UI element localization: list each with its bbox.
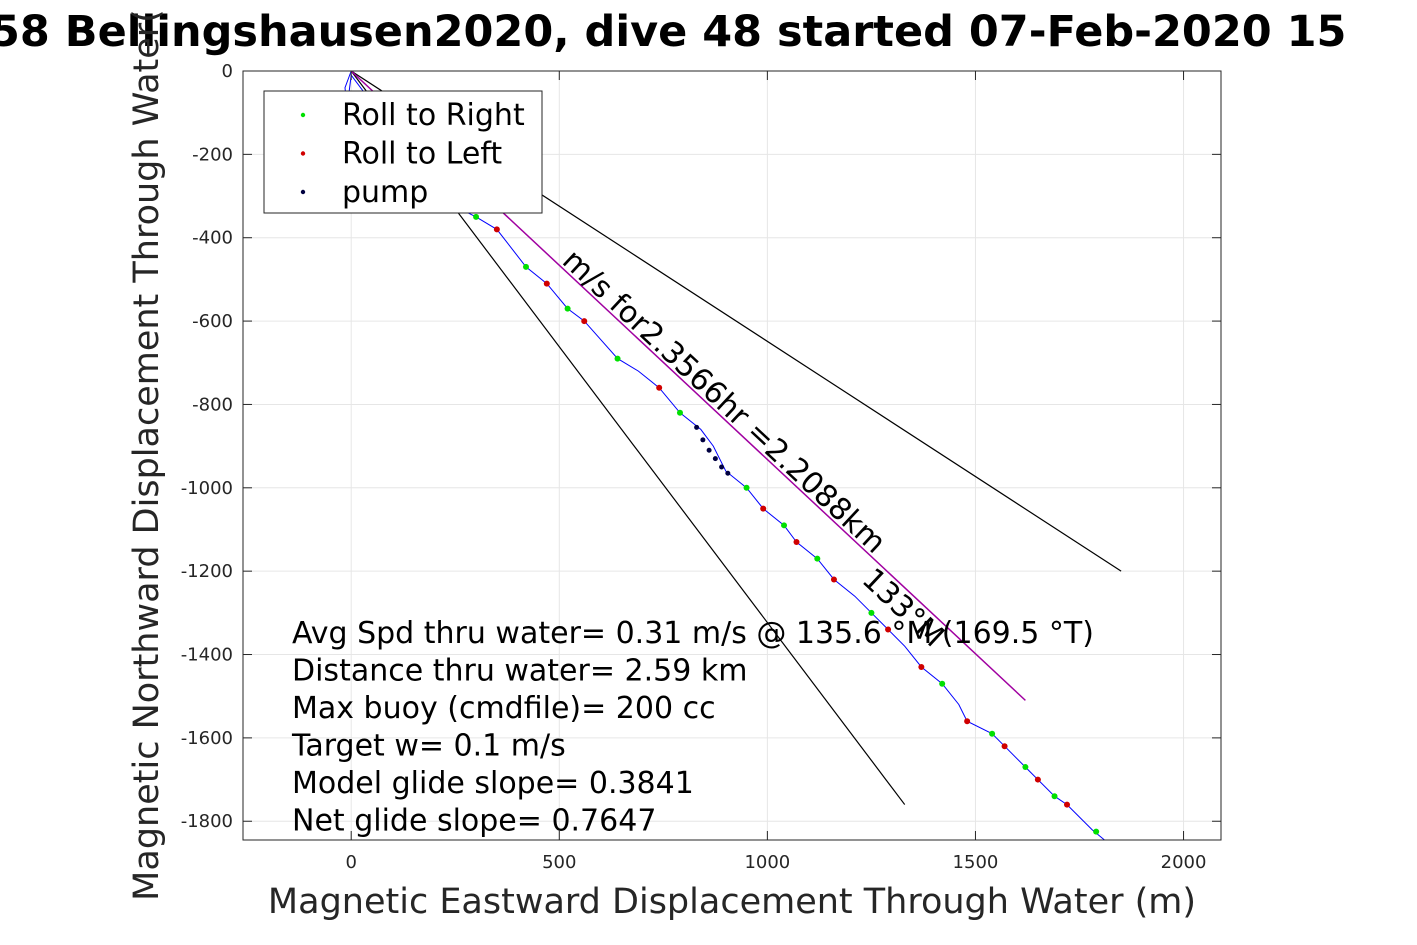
stat-line: Model glide slope= 0.3841 — [292, 766, 694, 801]
pump-point — [719, 464, 725, 470]
x-tick-label: 500 — [542, 852, 576, 873]
pump-point — [694, 424, 700, 430]
pump-point — [712, 456, 718, 462]
roll-right-point — [939, 680, 946, 687]
legend-marker — [300, 189, 306, 195]
y-tick-label: -200 — [192, 144, 233, 165]
y-tick-label: -1800 — [181, 811, 233, 832]
roll-left-point — [760, 505, 767, 512]
roll-right-point — [614, 355, 621, 362]
roll-left-point — [493, 226, 500, 233]
pump-point — [725, 470, 731, 476]
stat-line: Avg Spd thru water= 0.31 m/s @ 135.6 °M … — [292, 616, 1094, 651]
y-tick-label: -800 — [192, 394, 233, 415]
chart-title: 58 Bellingshausen2020, dive 48 started 0… — [0, 7, 1346, 57]
roll-right-point — [989, 730, 996, 737]
roll-left-point — [964, 718, 971, 725]
roll-left-point — [830, 576, 837, 583]
roll-left-point — [918, 664, 925, 671]
roll-left-point — [543, 280, 550, 287]
roll-left-point — [581, 318, 588, 325]
legend-marker — [300, 112, 306, 118]
roll-right-point — [522, 263, 529, 270]
stat-line: Max buoy (cmdfile)= 200 cc — [292, 691, 716, 726]
stat-line: Distance thru water= 2.59 km — [292, 654, 747, 689]
y-tick-label: -1000 — [181, 478, 233, 499]
legend-box — [263, 90, 543, 214]
roll-right-point — [868, 609, 875, 616]
x-tick-label: 0 — [345, 852, 356, 873]
legend-marker — [300, 151, 306, 156]
roll-left-point — [1001, 743, 1008, 750]
roll-right-point — [814, 555, 821, 562]
roll-left-point — [793, 538, 800, 545]
y-tick-label: 0 — [222, 61, 233, 82]
roll-right-point — [473, 213, 480, 220]
legend-label: Roll to Right — [342, 98, 525, 133]
y-tick-label: -1400 — [181, 645, 233, 666]
x-tick-label: 1000 — [744, 852, 790, 873]
roll-left-point — [1034, 776, 1041, 783]
roll-right-point — [1022, 764, 1029, 771]
roll-left-point — [1064, 801, 1071, 808]
legend-label: Roll to Left — [342, 137, 502, 172]
roll-right-point — [1093, 828, 1100, 835]
ticks: 0 500 1000 1500 2000 0 -200 -400 -600 -800 -1000 -1… — [181, 61, 1221, 873]
legend-label: pump — [342, 175, 428, 210]
y-axis-label: Magnetic Northward Displacement Through … — [127, 9, 167, 901]
x-tick-label: 1500 — [953, 852, 999, 873]
roll-right-point — [1051, 793, 1058, 800]
stat-line: Target w= 0.1 m/s — [291, 729, 566, 764]
x-tick-label: 2000 — [1161, 852, 1207, 873]
roll-left-point — [885, 626, 892, 633]
stat-line: Net glide slope= 0.7647 — [292, 804, 656, 839]
pump-point — [700, 437, 706, 443]
roll-right-point — [676, 409, 683, 416]
plot-frame — [242, 70, 1222, 841]
grid — [243, 70, 1221, 840]
y-tick-label: -600 — [192, 311, 233, 332]
y-tick-label: -1200 — [181, 561, 233, 582]
roll-left-point — [656, 384, 663, 391]
roll-right-point — [781, 522, 788, 529]
markers — [473, 213, 1100, 835]
roll-right-point — [743, 484, 750, 491]
pump-point — [706, 447, 712, 453]
roll-right-point — [564, 305, 571, 312]
x-axis-label: Magnetic Eastward Displacement Through W… — [268, 882, 1196, 922]
stats-block: Avg Spd thru water= 0.31 m/s @ 135.6 °M … — [291, 616, 1094, 839]
y-tick-label: -400 — [192, 228, 233, 249]
y-tick-label: -1600 — [181, 728, 233, 749]
